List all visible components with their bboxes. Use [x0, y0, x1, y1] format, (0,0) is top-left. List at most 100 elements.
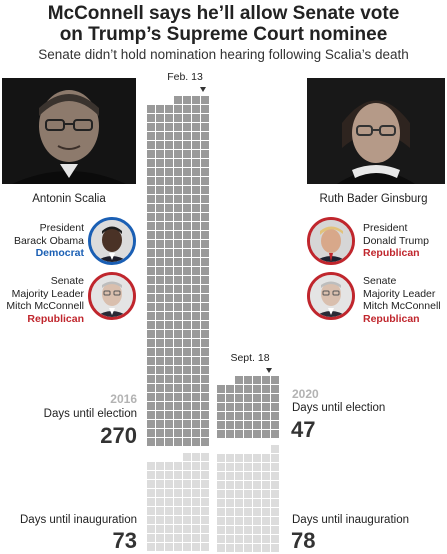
election-day-square	[262, 430, 270, 438]
election-day-square	[147, 195, 155, 203]
inauguration-day-square	[244, 526, 252, 534]
ginsburg-name: Ruth Bader Ginsburg	[319, 193, 428, 205]
inauguration-day-square	[262, 481, 270, 489]
election-day-square	[174, 429, 182, 437]
election-day-square	[192, 222, 200, 230]
election-day-square	[174, 186, 182, 194]
inauguration-day-square	[147, 516, 155, 524]
election-day-square	[156, 357, 164, 365]
election-day-square	[183, 429, 191, 437]
election-day-square	[147, 402, 155, 410]
left-inauguration-days: 73	[112, 528, 137, 553]
election-day-square	[201, 330, 209, 338]
election-day-square	[201, 357, 209, 365]
inauguration-day-square	[201, 489, 209, 497]
election-day-square	[165, 132, 173, 140]
election-day-square	[156, 249, 164, 257]
election-day-square	[262, 403, 270, 411]
election-day-square	[192, 303, 200, 311]
election-day-square	[156, 312, 164, 320]
inauguration-day-square	[262, 544, 270, 552]
election-day-square	[174, 123, 182, 131]
inauguration-day-square	[192, 516, 200, 524]
election-day-square	[192, 114, 200, 122]
left-senate-role: Majority Leader	[11, 287, 84, 300]
inauguration-day-square	[183, 516, 191, 524]
election-day-square	[262, 376, 270, 384]
inauguration-day-square	[192, 498, 200, 506]
election-day-square	[147, 222, 155, 230]
election-day-square	[165, 402, 173, 410]
election-day-square	[156, 141, 164, 149]
inauguration-day-square	[165, 534, 173, 542]
inauguration-day-square	[217, 535, 225, 543]
election-day-square	[192, 294, 200, 302]
inauguration-day-square	[244, 544, 252, 552]
election-day-square	[183, 141, 191, 149]
election-day-square	[165, 267, 173, 275]
election-day-square	[165, 366, 173, 374]
election-day-square	[192, 393, 200, 401]
election-day-square	[201, 312, 209, 320]
inauguration-day-square	[271, 508, 279, 516]
election-day-square	[174, 330, 182, 338]
inauguration-day-square	[147, 489, 155, 497]
inauguration-day-square	[165, 462, 173, 470]
inauguration-day-square	[201, 507, 209, 515]
election-day-square	[174, 294, 182, 302]
headline-line-1: McConnell says he’ll allow Senate vote	[47, 3, 400, 24]
election-day-square	[165, 222, 173, 230]
election-day-square	[201, 240, 209, 248]
election-day-square	[174, 312, 182, 320]
inauguration-day-square	[253, 454, 261, 462]
inauguration-day-square	[253, 535, 261, 543]
inauguration-day-square	[253, 526, 261, 534]
election-day-square	[244, 385, 252, 393]
election-day-square	[165, 357, 173, 365]
election-day-square	[217, 403, 225, 411]
inauguration-day-square	[226, 490, 234, 498]
inauguration-day-square	[235, 490, 243, 498]
election-day-square	[201, 195, 209, 203]
inauguration-day-square	[217, 517, 225, 525]
election-day-square	[192, 177, 200, 185]
election-day-square	[201, 411, 209, 419]
election-day-square	[174, 222, 182, 230]
election-day-square	[147, 357, 155, 365]
election-day-square	[262, 385, 270, 393]
election-day-square	[192, 204, 200, 212]
election-day-square	[156, 123, 164, 131]
election-day-square	[183, 384, 191, 392]
inauguration-day-square	[192, 471, 200, 479]
inauguration-day-square	[226, 517, 234, 525]
election-day-square	[165, 168, 173, 176]
inauguration-day-square	[174, 534, 182, 542]
inauguration-day-square	[244, 499, 252, 507]
left-inauguration-label: Days until inauguration	[20, 514, 137, 526]
left-senate-caption: Senate Majority Leader Mitch McConnell R…	[6, 275, 84, 325]
election-day-square	[165, 375, 173, 383]
inauguration-day-square	[244, 490, 252, 498]
election-day-square	[174, 285, 182, 293]
inauguration-day-square	[262, 463, 270, 471]
election-day-square	[183, 123, 191, 131]
inauguration-day-square	[192, 543, 200, 551]
inauguration-day-square	[271, 499, 279, 507]
election-day-square	[147, 384, 155, 392]
election-day-square	[201, 249, 209, 257]
inauguration-day-square	[174, 498, 182, 506]
election-day-square	[165, 159, 173, 167]
election-day-square	[147, 420, 155, 428]
election-day-square	[271, 403, 279, 411]
inauguration-day-square	[201, 453, 209, 461]
election-day-square	[192, 96, 200, 104]
election-day-square	[244, 421, 252, 429]
election-day-square	[192, 339, 200, 347]
obama-avatar	[88, 217, 136, 265]
election-day-square	[165, 384, 173, 392]
election-day-square	[192, 123, 200, 131]
election-day-square	[217, 385, 225, 393]
election-day-square	[271, 385, 279, 393]
inauguration-day-square	[156, 534, 164, 542]
election-day-square	[147, 330, 155, 338]
